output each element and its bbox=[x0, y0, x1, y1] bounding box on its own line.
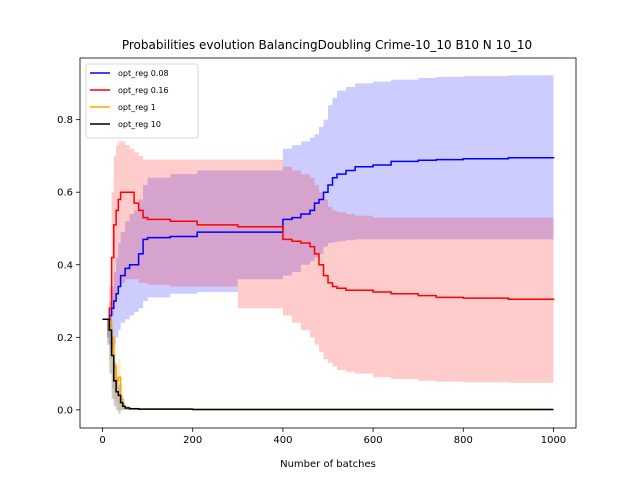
legend-label: opt_reg 10 bbox=[118, 120, 161, 129]
series-band-0 bbox=[102, 74, 554, 349]
x-tick-label: 0 bbox=[99, 435, 105, 446]
y-tick-label: 0.0 bbox=[57, 405, 73, 416]
series-lines bbox=[102, 157, 555, 411]
series-line-3 bbox=[102, 318, 554, 411]
x-tick-label: 800 bbox=[454, 435, 473, 446]
series-line-1 bbox=[102, 191, 555, 320]
y-axis: 0.0 0.2 0.4 0.6 0.8 bbox=[57, 115, 80, 416]
legend-frame bbox=[85, 63, 199, 139]
plot-area-frame bbox=[79, 57, 577, 429]
x-tick-label: 400 bbox=[273, 435, 292, 446]
chart-title: Probabilities evolution BalancingDoublin… bbox=[122, 38, 532, 52]
series-line-0 bbox=[102, 157, 555, 320]
legend-label: opt_reg 1 bbox=[118, 103, 156, 112]
y-tick-label: 0.8 bbox=[57, 115, 73, 126]
confidence-bands bbox=[102, 74, 554, 414]
legend-label: opt_reg 0.08 bbox=[118, 69, 169, 78]
x-axis-title: Number of batches bbox=[280, 459, 376, 470]
x-tick-label: 1000 bbox=[541, 435, 566, 446]
x-tick-label: 200 bbox=[183, 435, 202, 446]
legend-label: opt_reg 0.16 bbox=[118, 86, 169, 95]
x-tick-label: 600 bbox=[364, 435, 383, 446]
series-band-1 bbox=[102, 141, 554, 383]
y-tick-label: 0.4 bbox=[57, 260, 73, 271]
legend: opt_reg 0.08 opt_reg 0.16 opt_reg 1 opt_reg… bbox=[85, 63, 199, 139]
y-tick-label: 0.2 bbox=[57, 333, 73, 344]
y-tick-label: 0.6 bbox=[57, 188, 73, 199]
x-axis: 0 200 400 600 800 1000 bbox=[99, 428, 566, 446]
